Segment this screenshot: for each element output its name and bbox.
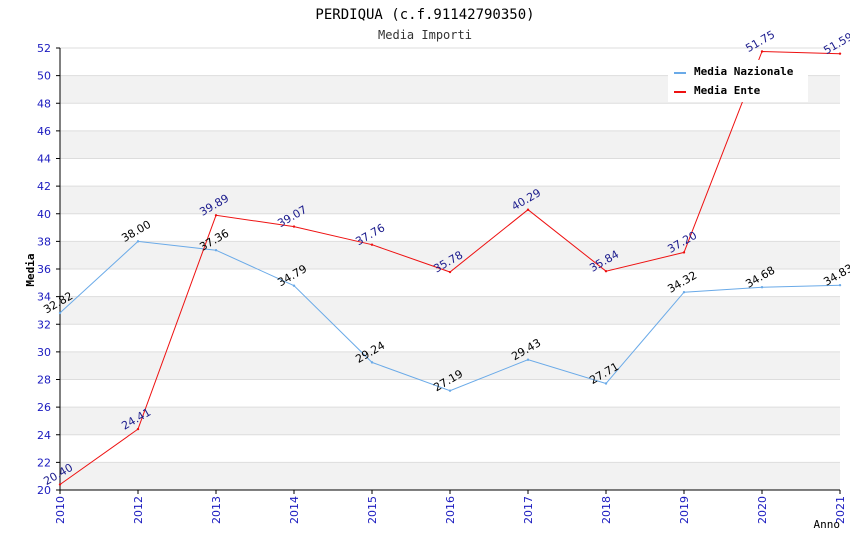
x-tick-labels: 2010 2012 2013 2014 2015 2016 2017 2018 2019 2020… xyxy=(54,496,847,524)
grid-lines xyxy=(60,47,840,491)
data-point xyxy=(838,283,842,287)
background-band xyxy=(60,241,840,269)
y-tick-label: 46 xyxy=(37,125,51,138)
x-tick-label: 2014 xyxy=(288,496,301,524)
y-tick-label: 40 xyxy=(37,208,51,221)
legend-label: Media Ente xyxy=(694,84,761,97)
y-tick-label: 22 xyxy=(37,456,51,469)
y-tick-label: 42 xyxy=(37,180,51,193)
y-tick-label: 50 xyxy=(37,70,51,83)
axes xyxy=(56,47,841,494)
background-band xyxy=(60,296,840,325)
data-point xyxy=(136,240,140,243)
data-point xyxy=(682,251,686,254)
y-tick-labels: 20 22 24 26 28 30 32 34 36 38 40 42 44 46 48 50 52 xyxy=(37,42,51,497)
data-point xyxy=(526,208,530,211)
background-band xyxy=(60,130,840,159)
x-tick-label: 2019 xyxy=(678,496,691,524)
x-tick-label: 2012 xyxy=(132,496,145,524)
data-point xyxy=(136,427,140,431)
y-tick-label: 20 xyxy=(37,484,51,497)
y-tick-label: 34 xyxy=(37,291,51,304)
data-label: 51.75 xyxy=(743,28,777,55)
y-tick-label: 44 xyxy=(37,153,51,166)
y-tick-label: 52 xyxy=(37,42,51,55)
background-band xyxy=(60,407,840,435)
data-point xyxy=(838,52,842,55)
background-band xyxy=(60,186,840,214)
y-tick-label: 32 xyxy=(37,318,51,331)
data-point xyxy=(214,214,218,217)
data-point xyxy=(604,270,608,273)
x-tick-label: 2017 xyxy=(522,496,535,524)
chart-title: PERDIQUA (c.f.91142790350) xyxy=(315,7,534,23)
y-tick-label: 28 xyxy=(37,374,51,387)
data-label: 38.00 xyxy=(119,218,153,245)
data-point xyxy=(292,225,296,228)
x-tick-label: 2020 xyxy=(756,496,769,524)
x-axis-label: Anno xyxy=(814,518,841,531)
background-bands xyxy=(60,75,840,490)
series-lines xyxy=(58,50,842,486)
data-point xyxy=(370,361,374,364)
data-point xyxy=(760,286,764,289)
data-point xyxy=(760,50,764,53)
y-tick-label: 24 xyxy=(37,429,51,442)
y-axis-label: Media xyxy=(24,253,37,286)
y-tick-label: 26 xyxy=(37,401,51,414)
x-tick-label: 2021 xyxy=(834,496,847,524)
data-point xyxy=(526,358,530,361)
y-tick-label: 30 xyxy=(37,346,51,359)
legend-label: Media Nazionale xyxy=(694,65,794,78)
x-tick-label: 2013 xyxy=(210,496,223,524)
data-point xyxy=(58,483,62,486)
data-point xyxy=(370,243,374,246)
x-tick-label: 2018 xyxy=(600,496,613,524)
background-band xyxy=(60,462,840,490)
data-point xyxy=(448,270,452,274)
chart-subtitle: Media Importi xyxy=(378,28,472,42)
y-tick-label: 38 xyxy=(37,235,51,248)
x-tick-label: 2016 xyxy=(444,496,457,524)
data-point xyxy=(682,291,686,294)
data-point xyxy=(604,382,608,385)
legend-box xyxy=(668,60,808,102)
data-point xyxy=(58,311,62,315)
background-band xyxy=(60,351,840,380)
data-point xyxy=(214,249,218,252)
x-tick-label: 2010 xyxy=(54,496,67,524)
data-point xyxy=(448,389,452,392)
data-point xyxy=(292,284,296,287)
y-tick-label: 48 xyxy=(37,97,51,110)
x-tick-label: 2015 xyxy=(366,496,379,524)
y-tick-label: 36 xyxy=(37,263,51,276)
legend: Media Nazionale Media Ente xyxy=(668,60,808,102)
